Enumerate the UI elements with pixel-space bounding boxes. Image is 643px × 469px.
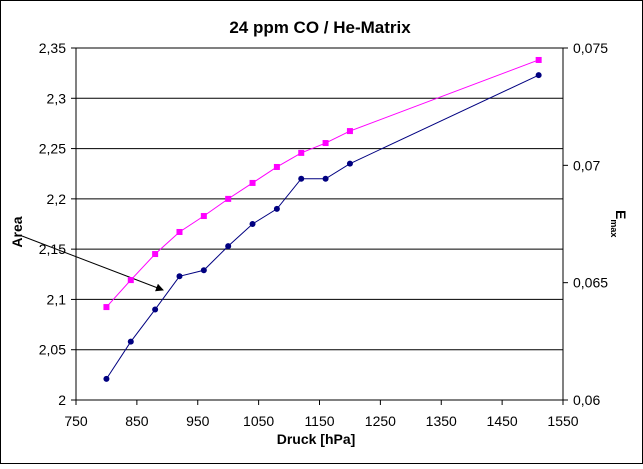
y2-tick-label: 0,075 [573, 40, 608, 56]
marker [322, 140, 329, 147]
y-tick-label: 2,15 [39, 241, 66, 257]
x-tick-label: 850 [125, 413, 149, 429]
marker [249, 179, 256, 186]
marker [535, 72, 542, 79]
marker [200, 213, 207, 220]
y-tick-label: 2 [58, 392, 66, 408]
y-tick-label: 2,2 [47, 191, 67, 207]
marker [176, 228, 183, 235]
y-tick-label: 2,35 [39, 40, 66, 56]
y-tick-label: 2,1 [47, 291, 67, 307]
x-tick-label: 1050 [243, 413, 274, 429]
y-axis-label: Area [9, 216, 25, 247]
x-tick-label: 750 [64, 413, 88, 429]
marker [200, 267, 207, 274]
x-axis-label: Druck [hPa] [277, 431, 356, 447]
marker [127, 338, 134, 345]
x-tick-label: 1550 [547, 413, 578, 429]
y2-tick-label: 0,06 [573, 392, 600, 408]
marker [127, 277, 134, 284]
marker [298, 149, 305, 156]
series-line [106, 59, 539, 308]
marker [535, 56, 542, 63]
x-tick-label: 1450 [487, 413, 518, 429]
marker [225, 243, 232, 250]
x-tick-label: 1250 [365, 413, 396, 429]
marker [298, 175, 305, 182]
marker [346, 128, 353, 135]
marker [273, 205, 280, 212]
x-tick-label: 1150 [304, 413, 334, 429]
y-tick-label: 2,05 [39, 342, 66, 358]
marker [152, 306, 159, 313]
annotation-arrow [21, 235, 164, 292]
marker [322, 175, 329, 182]
marker [152, 251, 159, 258]
y2-axis-label-sub: max [609, 219, 619, 237]
y2-tick-label: 0,065 [573, 275, 608, 291]
y-tick-label: 2,3 [47, 90, 67, 106]
marker [225, 195, 232, 202]
marker [103, 304, 110, 311]
marker [346, 160, 353, 167]
y2-tick-label: 0,07 [573, 157, 600, 173]
x-tick-label: 950 [186, 413, 210, 429]
y2-axis-label: Emax [609, 210, 629, 237]
series-line [106, 74, 539, 380]
y-tick-label: 2,25 [39, 141, 66, 157]
marker [103, 375, 110, 382]
marker [249, 221, 256, 227]
x-tick-label: 1350 [426, 413, 457, 429]
marker [176, 273, 183, 280]
marker [273, 163, 280, 170]
chart-title: 24 ppm CO / He-Matrix [229, 18, 411, 37]
y2-axis-label-main: E [613, 210, 629, 219]
